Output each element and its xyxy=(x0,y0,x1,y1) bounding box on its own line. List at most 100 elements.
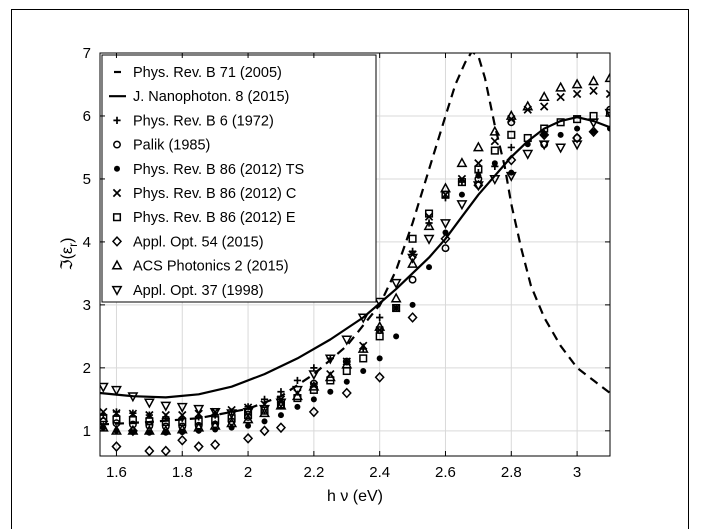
data-point xyxy=(588,118,600,129)
x-tick-label: 1.6 xyxy=(106,464,127,481)
data-point xyxy=(556,118,565,127)
data-point xyxy=(277,412,284,419)
data-point xyxy=(259,404,270,415)
series-9 xyxy=(100,72,610,435)
data-point xyxy=(408,275,417,284)
y-tick-label: 3 xyxy=(83,297,91,314)
data-point xyxy=(524,141,531,148)
data-point xyxy=(145,417,154,426)
x-axis-label: h ν (eV) xyxy=(327,488,383,505)
data-point xyxy=(426,264,433,271)
data-point xyxy=(127,424,139,435)
legend-marker-swatch xyxy=(111,259,123,270)
y-axis-label-close: ) xyxy=(59,238,76,243)
data-point xyxy=(540,124,549,133)
data-point xyxy=(100,414,108,423)
data-point xyxy=(541,131,548,138)
data-point xyxy=(572,89,582,99)
data-point xyxy=(555,81,567,92)
data-point xyxy=(275,422,286,434)
data-point xyxy=(143,398,155,409)
data-point xyxy=(128,416,137,425)
data-point xyxy=(557,131,564,138)
series-1 xyxy=(100,53,610,426)
series-line xyxy=(100,53,610,426)
data-point xyxy=(210,407,220,417)
data-point xyxy=(359,354,368,363)
data-point xyxy=(491,160,498,167)
data-point xyxy=(145,421,154,430)
data-point xyxy=(324,371,336,382)
data-point xyxy=(523,133,532,143)
data-point xyxy=(244,411,253,420)
y-tick-label: 1 xyxy=(83,423,91,440)
data-point xyxy=(604,72,610,83)
legend-marker-swatch xyxy=(112,188,122,198)
data-point xyxy=(574,125,581,132)
legend-box xyxy=(101,54,377,303)
data-point xyxy=(261,418,268,425)
y-tick-label: 2 xyxy=(83,360,91,377)
data-point xyxy=(588,75,600,86)
data-point xyxy=(245,422,252,429)
data-point xyxy=(505,109,517,120)
data-point xyxy=(160,445,171,456)
data-point xyxy=(242,407,254,418)
data-point xyxy=(161,422,170,431)
data-point xyxy=(555,143,567,154)
data-point xyxy=(110,385,122,396)
data-point xyxy=(393,333,400,340)
data-point xyxy=(112,415,121,424)
data-point xyxy=(327,388,334,395)
legend-item: Appl. Opt. 37 (1998) xyxy=(111,283,264,299)
data-point xyxy=(390,278,402,289)
legend-marker-swatch xyxy=(112,213,122,222)
data-point xyxy=(539,102,549,111)
data-point xyxy=(259,425,270,437)
data-point xyxy=(507,130,516,139)
data-point xyxy=(571,78,583,89)
data-point xyxy=(506,154,517,166)
y-axis-label: ℑ(εr) xyxy=(59,238,80,271)
data-point xyxy=(193,421,205,432)
legend-label: Appl. Opt. 37 (1998) xyxy=(133,283,264,299)
legend-marker-swatch xyxy=(113,116,121,124)
data-point xyxy=(490,136,500,146)
data-point xyxy=(324,354,336,365)
data-point xyxy=(440,233,451,245)
ticks: 1.6 1.8 2 2.2 2.4 2.6 2.8 3 1 2 3 4 5 6 7 xyxy=(83,45,610,481)
data-point xyxy=(407,253,419,264)
data-point xyxy=(507,143,515,152)
legend-marker-swatch xyxy=(111,285,123,296)
x-tick-label: 2.4 xyxy=(369,464,390,481)
x-tick-label: 3 xyxy=(573,464,581,481)
legend-label: ACS Photonics 2 (2015) xyxy=(133,259,289,275)
data-point xyxy=(489,174,501,186)
legend: Phys. Rev. B 71 (2005) J. Nanophoton. 8 (… xyxy=(101,54,377,303)
legend-label: Phys. Rev. B 86 (2012) TS xyxy=(133,162,304,178)
legend-label: Phys. Rev. B 86 (2012) C xyxy=(133,186,296,202)
data-point xyxy=(490,146,499,155)
data-point xyxy=(573,115,582,124)
data-point xyxy=(193,441,204,452)
data-point xyxy=(538,91,550,102)
legend-item: Phys. Rev. B 6 (1972) xyxy=(113,113,274,129)
data-point xyxy=(127,425,138,437)
legend-item: J. Nanophoton. 8 (2015) xyxy=(109,89,289,105)
series-5 xyxy=(100,125,610,436)
data-point xyxy=(127,392,139,403)
data-point xyxy=(409,301,416,308)
data-point xyxy=(226,409,238,420)
data-point xyxy=(391,303,401,313)
data-point xyxy=(604,108,610,119)
data-point xyxy=(440,182,451,193)
data-point xyxy=(522,149,534,160)
data-point xyxy=(260,395,269,403)
data-point xyxy=(408,234,417,243)
legend-label: Palik (1985) xyxy=(133,138,210,154)
legend-label: Phys. Rev. B 86 (2012) E xyxy=(133,210,296,226)
legend-label: Phys. Rev. B 6 (1972) xyxy=(133,113,274,129)
series-7 xyxy=(100,108,610,427)
data-point xyxy=(489,125,501,136)
data-point xyxy=(357,313,369,324)
